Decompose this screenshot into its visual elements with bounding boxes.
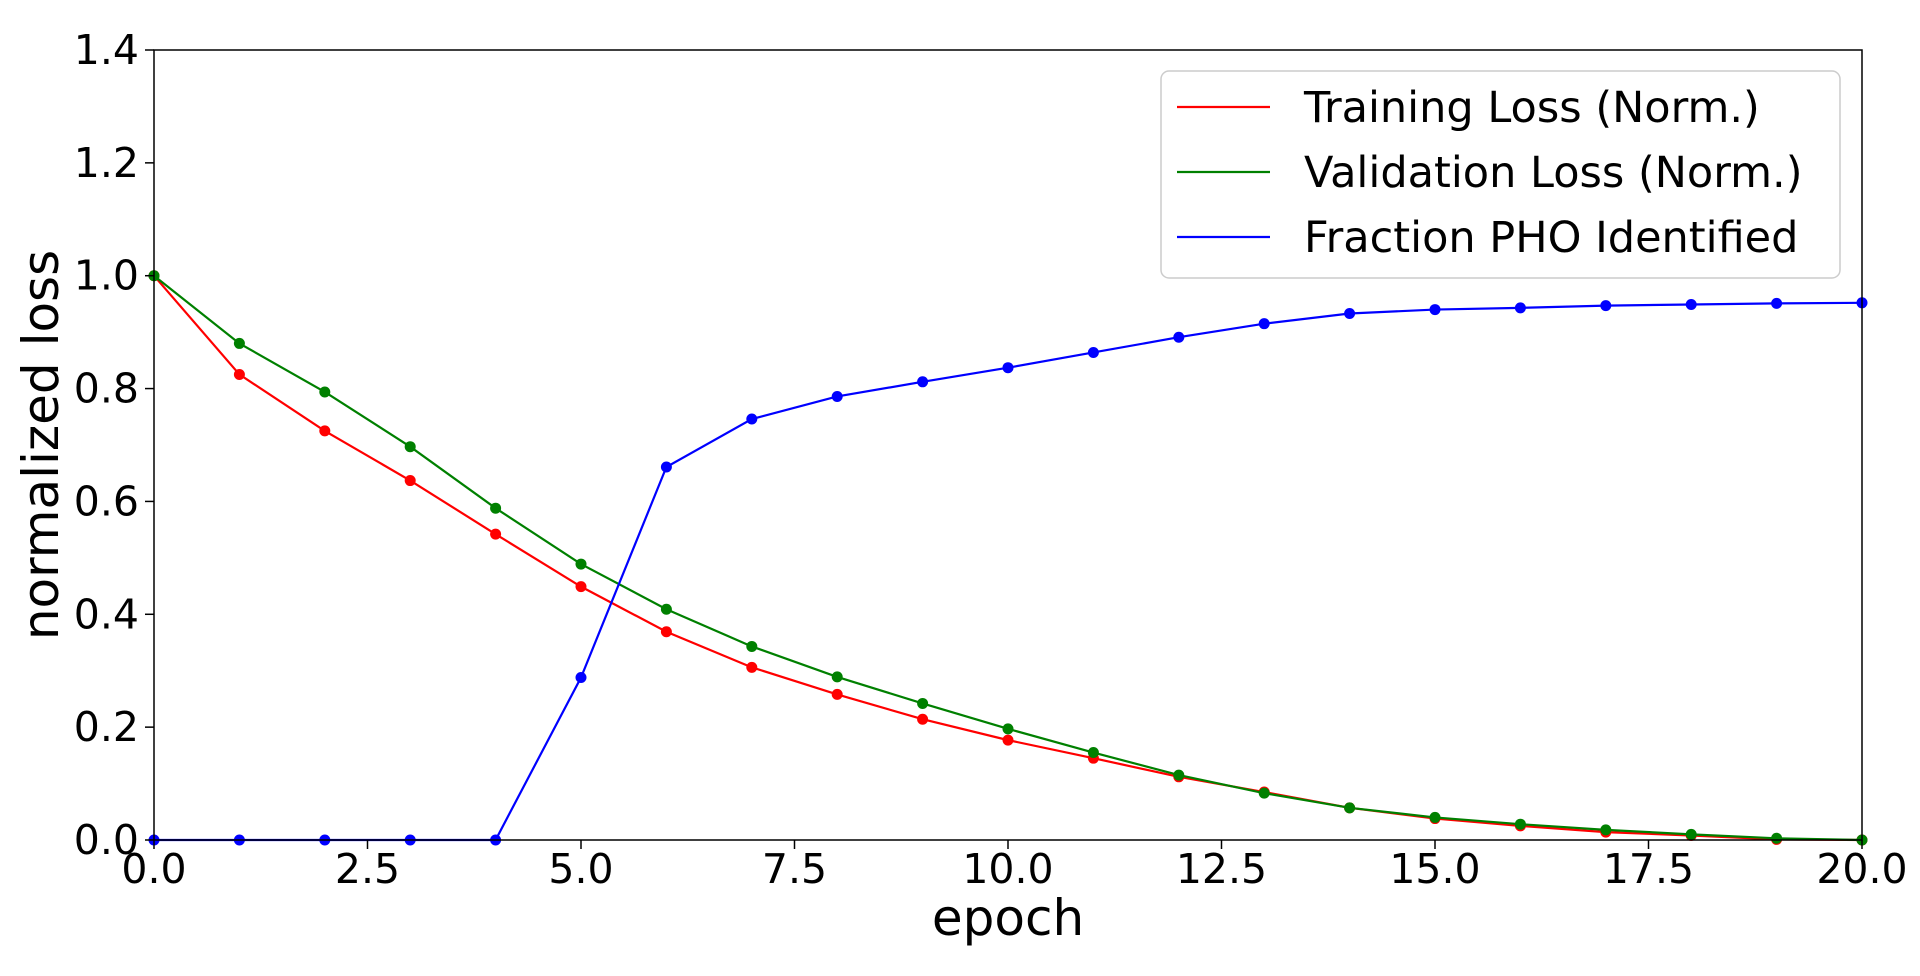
data-point [1600, 300, 1612, 312]
data-point [660, 603, 672, 615]
data-point [746, 413, 758, 425]
data-point [1771, 297, 1783, 309]
data-point [746, 640, 758, 652]
data-point [746, 661, 758, 673]
y-axis-title: normalized loss [12, 250, 70, 640]
data-point [404, 441, 416, 453]
legend-box [1160, 70, 1841, 279]
x-tick-label: 5.0 [548, 845, 613, 893]
y-tick-label: 0.4 [74, 590, 139, 638]
x-tick-label: 15.0 [1389, 845, 1480, 893]
y-tick-label: 0.6 [74, 477, 139, 525]
data-point [917, 376, 929, 388]
x-tick-label: 10.0 [962, 845, 1053, 893]
x-tick-label: 2.5 [335, 845, 400, 893]
series-layer [148, 270, 1868, 846]
data-point [1002, 734, 1014, 746]
y-tick-label: 0.8 [74, 365, 139, 413]
x-tick-label: 7.5 [762, 845, 827, 893]
data-point [233, 337, 245, 349]
data-point [917, 713, 929, 725]
data-point [1429, 304, 1441, 316]
data-point [575, 671, 587, 683]
x-axis-title: epoch [932, 889, 1084, 947]
data-point [1344, 308, 1356, 320]
y-tick-label: 1.4 [74, 26, 139, 74]
y-tick-label: 0.2 [74, 703, 139, 751]
data-point [1087, 346, 1099, 358]
legend: Training Loss (Norm.) Validation Loss (No… [1160, 70, 1841, 279]
data-point [660, 461, 672, 473]
data-point [831, 688, 843, 700]
data-point [831, 390, 843, 402]
data-point [319, 425, 331, 437]
data-point [1173, 769, 1185, 781]
data-point [490, 502, 502, 514]
data-point [1685, 298, 1697, 310]
data-point [1429, 811, 1441, 823]
x-tick-label: 0.0 [121, 845, 186, 893]
data-point [660, 626, 672, 638]
series-validation-loss-norm [148, 270, 1868, 846]
data-point [1685, 828, 1697, 840]
data-point [1258, 318, 1270, 330]
data-point [1600, 824, 1612, 836]
data-point [1514, 818, 1526, 830]
data-point [1258, 787, 1270, 799]
data-point [1173, 331, 1185, 343]
data-point [917, 697, 929, 709]
data-point [233, 368, 245, 380]
data-point [831, 671, 843, 683]
data-point [1514, 302, 1526, 314]
x-tick-label: 12.5 [1176, 845, 1267, 893]
x-tick-label: 20.0 [1816, 845, 1907, 893]
y-tick-label: 1.0 [74, 252, 139, 300]
axis-ticks: 0.0 2.5 5.0 7.5 10.0 12.5 15.0 17.5 20.0 0.0 0.2 0.… [74, 26, 1908, 893]
data-point [575, 558, 587, 570]
legend-label: Validation Loss (Norm.) [1304, 148, 1803, 198]
data-point [1087, 747, 1099, 759]
data-point [1344, 802, 1356, 814]
legend-label: Fraction PHO Identified [1304, 213, 1798, 263]
data-point [1771, 832, 1783, 844]
data-point [575, 581, 587, 593]
data-point [1002, 723, 1014, 735]
legend-label: Training Loss (Norm.) [1303, 83, 1760, 133]
data-point [404, 475, 416, 487]
x-tick-label: 17.5 [1603, 845, 1694, 893]
data-point [490, 528, 502, 540]
y-tick-label: 1.2 [74, 139, 139, 187]
data-point [319, 386, 331, 398]
y-tick-label: 0.0 [74, 816, 139, 864]
data-point [1002, 362, 1014, 374]
